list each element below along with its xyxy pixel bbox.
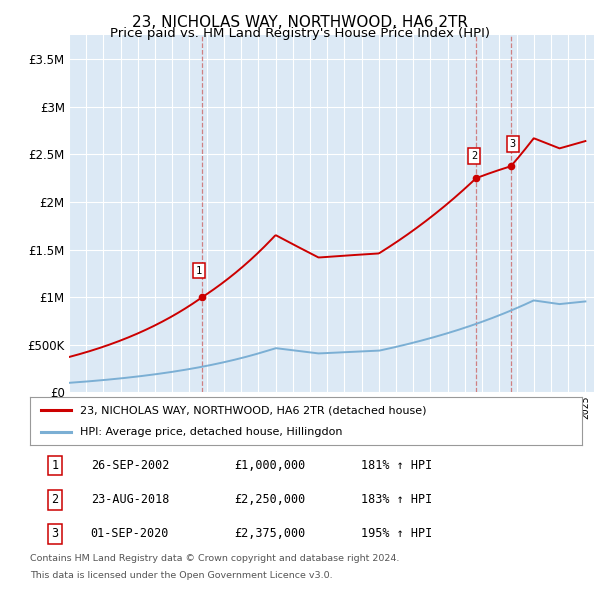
Text: 181% ↑ HPI: 181% ↑ HPI <box>361 459 433 472</box>
Text: 26-SEP-2002: 26-SEP-2002 <box>91 459 169 472</box>
Text: 2: 2 <box>471 151 478 161</box>
Text: 23-AUG-2018: 23-AUG-2018 <box>91 493 169 506</box>
Text: 23, NICHOLAS WAY, NORTHWOOD, HA6 2TR (detached house): 23, NICHOLAS WAY, NORTHWOOD, HA6 2TR (de… <box>80 405 426 415</box>
Text: £2,250,000: £2,250,000 <box>234 493 305 506</box>
Text: 1: 1 <box>51 459 58 472</box>
Text: £2,375,000: £2,375,000 <box>234 527 305 540</box>
Text: 195% ↑ HPI: 195% ↑ HPI <box>361 527 433 540</box>
Text: 1: 1 <box>196 266 202 276</box>
Text: 01-SEP-2020: 01-SEP-2020 <box>91 527 169 540</box>
Text: 3: 3 <box>51 527 58 540</box>
Text: £1,000,000: £1,000,000 <box>234 459 305 472</box>
Text: 3: 3 <box>509 139 516 149</box>
Text: This data is licensed under the Open Government Licence v3.0.: This data is licensed under the Open Gov… <box>30 571 332 579</box>
Text: 2: 2 <box>51 493 58 506</box>
Text: Price paid vs. HM Land Registry's House Price Index (HPI): Price paid vs. HM Land Registry's House … <box>110 27 490 40</box>
Text: Contains HM Land Registry data © Crown copyright and database right 2024.: Contains HM Land Registry data © Crown c… <box>30 554 400 563</box>
Text: 183% ↑ HPI: 183% ↑ HPI <box>361 493 433 506</box>
Text: 23, NICHOLAS WAY, NORTHWOOD, HA6 2TR: 23, NICHOLAS WAY, NORTHWOOD, HA6 2TR <box>132 15 468 30</box>
Text: HPI: Average price, detached house, Hillingdon: HPI: Average price, detached house, Hill… <box>80 427 342 437</box>
